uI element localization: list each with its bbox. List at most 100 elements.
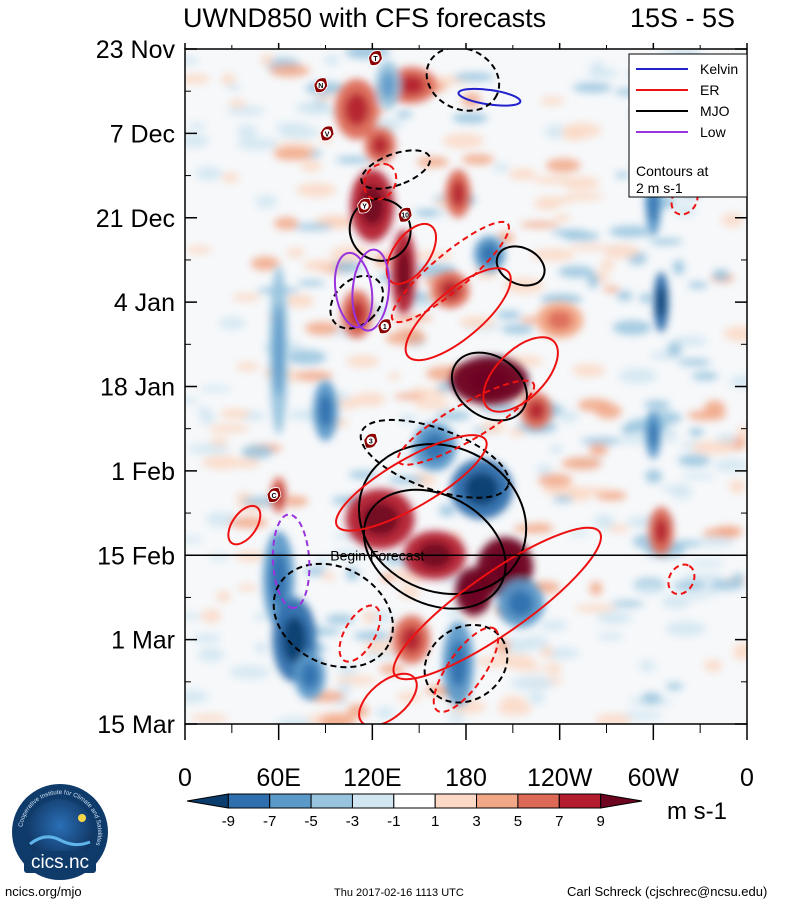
anomaly-cell (199, 410, 216, 425)
x-tick-label: 120E (343, 764, 401, 792)
legend-label: ER (700, 82, 719, 98)
storm-marker: Y (357, 197, 372, 214)
footer-url[interactable]: ncics.org/mjo (5, 884, 82, 899)
westerly-anomaly-core (348, 300, 366, 328)
legend-label: MJO (700, 103, 730, 119)
anomaly-cell (553, 214, 571, 223)
anomaly-cell (387, 372, 401, 380)
y-tick-label: 4 Jan (114, 289, 175, 317)
footer-author[interactable]: Carl Schreck (cjschrec@ncsu.edu) (567, 884, 768, 899)
er-contour-dashed (667, 563, 696, 596)
low-contour-dashed (271, 513, 311, 610)
colorbar-units: m s-1 (667, 798, 727, 825)
anomaly-cell (547, 196, 574, 205)
anomaly-cell (497, 701, 533, 716)
anomaly-cell (612, 320, 652, 336)
anomaly-cell (236, 124, 257, 140)
chart-title: UWND850 with CFS forecasts (183, 3, 546, 33)
er-contour-solid (404, 267, 512, 362)
anomaly-cell (609, 225, 652, 238)
anomaly-cell (618, 368, 657, 384)
anomaly-cell (638, 293, 654, 303)
westerly-anomaly-core (527, 400, 545, 421)
anomaly-cell (438, 504, 456, 517)
anomaly-cell (691, 371, 719, 381)
anomaly-cell (645, 469, 662, 484)
colorbar: -9 -7 -5 -3 -1 1 3 5 7 9 (186, 793, 643, 830)
anomaly-cell (691, 440, 735, 455)
colorbar-swatch (227, 793, 271, 809)
anomaly-cell (545, 662, 562, 675)
anomaly-cell (226, 83, 242, 91)
anomaly-cell (552, 495, 574, 503)
anomaly-cell (536, 463, 553, 476)
anomaly-cell (678, 454, 711, 467)
logo-text: cics.nc (31, 852, 89, 873)
easterly-anomaly-core (381, 71, 395, 99)
anomaly-cell (273, 147, 313, 161)
anomaly-cell (413, 400, 451, 410)
anomaly-cell (734, 643, 747, 652)
anomaly-cell (353, 631, 391, 641)
anomaly-cell (275, 122, 307, 130)
anomaly-cell (390, 315, 434, 322)
mjo-contour-dashed (360, 149, 432, 190)
colorbar-label: 9 (596, 813, 604, 830)
anomaly-cell (641, 692, 662, 704)
cics-nc-logo: Cooperative Institute for Climate and Sa… (10, 782, 110, 882)
anomaly-cell (187, 443, 231, 455)
anomaly-cell (519, 221, 560, 228)
anomaly-cell (255, 194, 277, 209)
anomaly-cell (195, 166, 223, 181)
anomaly-cell (346, 355, 380, 368)
anomaly-cell (540, 644, 553, 660)
anomaly-cell (635, 583, 663, 595)
anomaly-cell (348, 470, 378, 479)
legend: Kelvin ER MJO Low Contours at 2 m s-1 (628, 53, 748, 198)
anomaly-cell (388, 475, 425, 484)
westerly-anomaly-core (467, 367, 511, 394)
anomaly-cell (201, 608, 222, 624)
anomaly-cell (602, 285, 620, 293)
y-tick-label: 7 Dec (110, 120, 175, 148)
anomaly-cell (319, 713, 356, 724)
anomaly-cell (235, 362, 260, 371)
er-contour-solid (385, 222, 438, 285)
anomaly-cell (459, 316, 496, 329)
colorbar-label: -3 (346, 813, 359, 830)
anomaly-cell (325, 614, 355, 625)
anomaly-cell (569, 243, 610, 251)
anomaly-cell (698, 536, 735, 548)
easterly-anomaly-core (656, 285, 666, 319)
anomaly-cell (666, 341, 682, 357)
mjo-contour-dashed (329, 274, 385, 330)
x-axis: 0 60E 120E 180 120W 60W 0 (178, 43, 754, 792)
anomaly-cell (712, 268, 730, 282)
storm-eye (366, 436, 375, 445)
westerly-anomaly-core (451, 180, 466, 207)
anomaly-cell (538, 473, 573, 488)
anomaly-cell (611, 600, 644, 608)
storm-markers: T N V Y 10 1 3 C (266, 50, 413, 503)
mjo-contour-solid (495, 245, 546, 287)
anomaly-cell (275, 717, 313, 724)
anomaly-cell (568, 530, 590, 537)
anomaly-cell (241, 445, 274, 459)
mjo-contour-dashed (423, 623, 509, 704)
anomaly-cell (595, 713, 632, 724)
legend-label: Kelvin (700, 61, 738, 77)
anomaly-cell (729, 479, 746, 494)
easterly-anomaly-core (318, 394, 333, 428)
y-tick-label: 23 Nov (96, 36, 176, 64)
low-contour-solid (351, 248, 391, 332)
anomaly-cell (370, 117, 404, 130)
anomaly-cell (296, 182, 337, 198)
colorbar-swatch (186, 793, 229, 809)
anomaly-cell (219, 316, 246, 330)
anomaly-cell (346, 49, 390, 59)
storm-marker: 3 (363, 432, 378, 449)
er-contour-dashed (390, 220, 510, 324)
easterly-anomaly-core (422, 433, 447, 461)
anomaly-cell (396, 691, 422, 703)
anomaly-cell (703, 659, 723, 673)
